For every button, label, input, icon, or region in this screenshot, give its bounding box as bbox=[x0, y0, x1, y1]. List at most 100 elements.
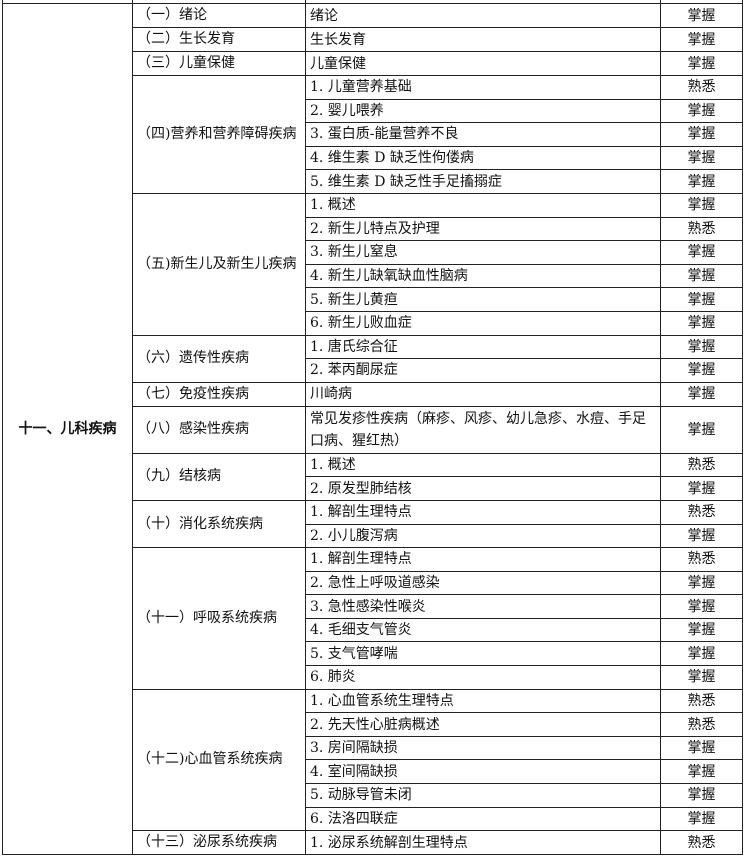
topic-cell: 3. 蛋白质-能量营养不良 bbox=[305, 122, 661, 147]
section-cell: （七）免疫性疾病 bbox=[132, 381, 306, 407]
section-cell: （十三）泌尿系统疾病 bbox=[132, 830, 306, 856]
table-row: 4. 新生儿缺氧缺血性脑病 掌握 bbox=[3, 263, 743, 289]
table-row: 3. 新生儿窒息 掌握 bbox=[3, 240, 743, 265]
topic-cell: 1. 泌尿系统解剖生理特点 bbox=[305, 830, 661, 856]
table-row: 2. 小儿腹泻病 掌握 bbox=[3, 523, 743, 549]
level-cell: 掌握 bbox=[660, 334, 743, 360]
level-cell: 掌握 bbox=[660, 263, 743, 289]
section-cell: （五)新生儿及新生儿疾病 bbox=[132, 192, 306, 336]
section-cell: （二）生长发育 bbox=[132, 27, 306, 52]
topic-cell: 4. 新生儿缺氧缺血性脑病 bbox=[305, 263, 661, 289]
table-row: 5. 新生儿黄疸 掌握 bbox=[3, 287, 743, 312]
level-cell: 掌握 bbox=[660, 665, 743, 690]
level-cell: 掌握 bbox=[660, 476, 743, 501]
topic-cell: 2. 急性上呼吸道感染 bbox=[305, 570, 661, 596]
level-cell: 掌握 bbox=[660, 523, 743, 549]
level-cell: 熟悉 bbox=[660, 216, 743, 242]
level-cell: 掌握 bbox=[660, 310, 743, 336]
table-row: 3. 房间隔缺损 掌握 bbox=[3, 735, 743, 761]
topic-cell: 1. 解剖生理特点 bbox=[305, 547, 661, 572]
level-cell: 熟悉 bbox=[660, 499, 743, 525]
section-cell: （三）儿童保健 bbox=[132, 51, 306, 76]
topic-cell: 1. 心血管系统生理特点 bbox=[305, 688, 661, 714]
topic-cell: 常见发疹性疾病（麻疹、风疹、幼儿急疹、水痘、手足口病、猩红热） bbox=[305, 405, 661, 454]
level-cell: 掌握 bbox=[660, 735, 743, 761]
topic-cell: 川崎病 bbox=[305, 381, 661, 407]
topic-cell: 4. 毛细支气管炎 bbox=[305, 617, 661, 643]
level-cell: 掌握 bbox=[660, 192, 743, 218]
table-row: （二）生长发育 生长发育 掌握 bbox=[3, 27, 743, 52]
topic-cell: 6. 肺炎 bbox=[305, 665, 661, 690]
section-cell: （十一）呼吸系统疾病 bbox=[132, 547, 306, 690]
table-row: 2. 婴儿喂养 掌握 bbox=[3, 98, 743, 124]
table-row: 6. 肺炎 掌握 bbox=[3, 665, 743, 690]
table-row: 4. 室间隔缺损 掌握 bbox=[3, 759, 743, 785]
topic-cell: 3. 急性感染性喉炎 bbox=[305, 594, 661, 619]
topic-cell: 2. 婴儿喂养 bbox=[305, 98, 661, 124]
level-cell: 掌握 bbox=[660, 98, 743, 124]
level-cell: 掌握 bbox=[660, 405, 743, 454]
table-row: （十一）呼吸系统疾病 1. 解剖生理特点 熟悉 bbox=[3, 547, 743, 690]
table-row: 3. 急性感染性喉炎 掌握 bbox=[3, 594, 743, 619]
table-row: 6. 新生儿败血症 掌握 bbox=[3, 310, 743, 336]
table-row: （五)新生儿及新生儿疾病 1. 概述 掌握 bbox=[3, 192, 743, 336]
topic-cell: 2. 新生儿特点及护理 bbox=[305, 216, 661, 242]
level-cell: 掌握 bbox=[660, 759, 743, 785]
table-row: （四)营养和营养障碍疾病 1. 儿童营养基础 熟悉 bbox=[3, 75, 743, 194]
topic-cell: 3. 房间隔缺损 bbox=[305, 735, 661, 761]
level-cell: 掌握 bbox=[660, 51, 743, 76]
topic-cell: 6. 法洛四联症 bbox=[305, 806, 661, 832]
table-row: 2. 原发型肺结核 掌握 bbox=[3, 476, 743, 501]
topic-cell: 5. 维生素 D 缺乏性手足搐搦症 bbox=[305, 169, 661, 194]
table-row: 2. 新生儿特点及护理 熟悉 bbox=[3, 216, 743, 242]
level-cell: 掌握 bbox=[660, 806, 743, 832]
level-cell: 熟悉 bbox=[660, 452, 743, 478]
topic-cell: 4. 室间隔缺损 bbox=[305, 759, 661, 785]
section-cell: （十）消化系统疾病 bbox=[132, 499, 306, 549]
level-cell: 熟悉 bbox=[660, 712, 743, 737]
table-row: （三）儿童保健 儿童保健 掌握 bbox=[3, 51, 743, 76]
level-cell: 掌握 bbox=[660, 617, 743, 643]
topic-cell: 1. 儿童营养基础 bbox=[305, 75, 661, 100]
topic-cell: 2. 小儿腹泻病 bbox=[305, 523, 661, 549]
section-cell: （四)营养和营养障碍疾病 bbox=[132, 75, 306, 194]
level-cell: 掌握 bbox=[660, 3, 743, 28]
table-row: （七）免疫性疾病 川崎病 掌握 bbox=[3, 381, 743, 407]
level-cell: 掌握 bbox=[660, 145, 743, 171]
section-cell: （六）遗传性疾病 bbox=[132, 334, 306, 383]
level-cell: 熟悉 bbox=[660, 547, 743, 572]
topic-cell: 6. 新生儿败血症 bbox=[305, 310, 661, 336]
topic-cell: 4. 维生素 D 缺乏性佝偻病 bbox=[305, 145, 661, 171]
level-cell: 掌握 bbox=[660, 287, 743, 312]
level-cell: 掌握 bbox=[660, 381, 743, 407]
topic-cell: 5. 新生儿黄疸 bbox=[305, 287, 661, 312]
section-cell: （九）结核病 bbox=[132, 452, 306, 501]
level-cell: 掌握 bbox=[660, 169, 743, 194]
level-cell: 熟悉 bbox=[660, 688, 743, 714]
level-cell: 掌握 bbox=[660, 641, 743, 667]
section-cell: （八）感染性疾病 bbox=[132, 405, 306, 454]
level-cell: 掌握 bbox=[660, 27, 743, 52]
topic-cell: 生长发育 bbox=[305, 27, 661, 52]
topic-cell: 绪论 bbox=[305, 3, 661, 28]
section-cell: （十二)心血管系统疾病 bbox=[132, 688, 306, 832]
table-row: （十三）泌尿系统疾病 1. 泌尿系统解剖生理特点 熟悉 bbox=[3, 830, 743, 856]
topic-cell: 1. 概述 bbox=[305, 192, 661, 218]
section-cell: （一）绪论 bbox=[132, 3, 306, 28]
level-cell: 掌握 bbox=[660, 783, 743, 808]
topic-cell: 1. 概述 bbox=[305, 452, 661, 478]
level-cell: 掌握 bbox=[660, 122, 743, 147]
topic-cell: 2. 先天性心脏病概述 bbox=[305, 712, 661, 737]
topic-cell: 儿童保健 bbox=[305, 51, 661, 76]
table-row: 2. 苯丙酮尿症 掌握 bbox=[3, 358, 743, 383]
level-cell: 掌握 bbox=[660, 240, 743, 265]
level-cell: 熟悉 bbox=[660, 75, 743, 100]
topic-cell: 2. 苯丙酮尿症 bbox=[305, 358, 661, 383]
topic-cell: 5. 支气管哮喘 bbox=[305, 641, 661, 667]
table-row: 6. 法洛四联症 掌握 bbox=[3, 806, 743, 832]
table-row: 2. 先天性心脏病概述 熟悉 bbox=[3, 712, 743, 737]
category-cell: 十一、儿科疾病 bbox=[2, 2, 133, 856]
topic-cell: 1. 解剖生理特点 bbox=[305, 499, 661, 525]
